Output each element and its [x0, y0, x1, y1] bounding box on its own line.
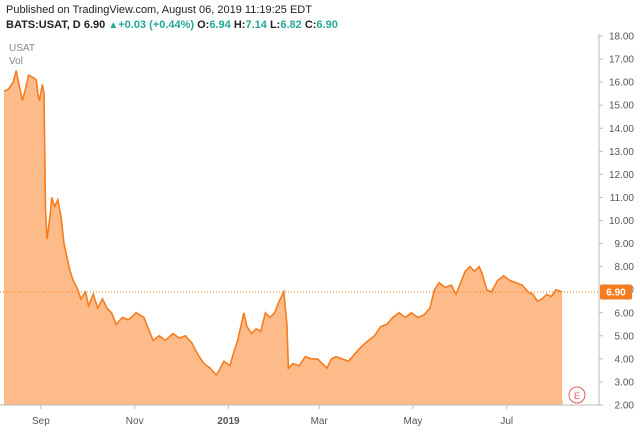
y-tick-label: 14.00 [609, 124, 634, 135]
price-line [3, 70, 563, 377]
last-price-tag: 6.90 [600, 284, 632, 300]
last-price-tag-text: 6.90 [606, 287, 626, 298]
current-price: 6.90 [83, 19, 106, 31]
legend-symbol: USAT [9, 43, 35, 54]
y-tick-label: 13.00 [609, 147, 634, 158]
high-label: H: [233, 19, 246, 31]
y-tick-label: 10.00 [609, 216, 634, 227]
y-tick-label: 11.00 [610, 193, 635, 204]
y-tick-label: 6.00 [615, 308, 635, 319]
quote-line: BATS:USAT, D 6.90 ▲+0.03 (+0.44%) O:6.94… [6, 18, 606, 33]
last-price-tag-bg [600, 284, 632, 300]
y-tick-label: 2.00 [615, 401, 635, 412]
high-value: 7.14 [245, 19, 267, 31]
y-tick-label: 8.00 [615, 262, 635, 273]
low-label: L: [269, 19, 281, 31]
y-tick-label: 12.00 [609, 170, 634, 181]
x-tick-label: Sep [32, 416, 50, 427]
close-value: 6.90 [316, 19, 338, 31]
legend-volume: Vol [9, 56, 23, 67]
x-tick-label: May [404, 416, 423, 427]
x-tick-label: 2019 [217, 416, 240, 427]
x-tick-label: Mar [311, 416, 329, 427]
y-tick-label: 4.00 [615, 354, 635, 365]
earnings-event-icon[interactable] [568, 386, 586, 404]
up-arrow-icon: ▲ [108, 20, 119, 31]
x-axis: Sep Nov 2019 Mar May Jul [32, 405, 513, 427]
chart-header: Published on TradingView.com, August 06,… [6, 3, 606, 33]
earnings-event-letter: E [574, 391, 580, 401]
y-tick-label: 18.00 [609, 32, 634, 43]
y-axis: 2.003.004.005.006.007.008.009.0010.0011.… [599, 32, 634, 412]
x-tick-label: Jul [500, 416, 513, 427]
x-tick-label: Nov [126, 416, 144, 427]
y-tick-label: 15.00 [609, 101, 634, 112]
low-value: 6.82 [280, 19, 302, 31]
open-label: O: [197, 19, 210, 31]
price-area [4, 70, 563, 405]
earnings-event-badge[interactable]: E [568, 386, 586, 404]
y-tick-label: 5.00 [615, 331, 635, 342]
published-line: Published on TradingView.com, August 06,… [6, 4, 312, 16]
y-tick-label: 16.00 [609, 78, 634, 89]
y-tick-label: 3.00 [615, 377, 635, 388]
y-tick-label: 9.00 [615, 239, 635, 250]
open-value: 6.94 [209, 19, 231, 31]
price-change: +0.03 (+0.44%) [118, 19, 195, 31]
close-label: C: [304, 19, 317, 31]
symbol-label: BATS:USAT, D [6, 19, 81, 31]
y-tick-label: 17.00 [609, 55, 634, 66]
